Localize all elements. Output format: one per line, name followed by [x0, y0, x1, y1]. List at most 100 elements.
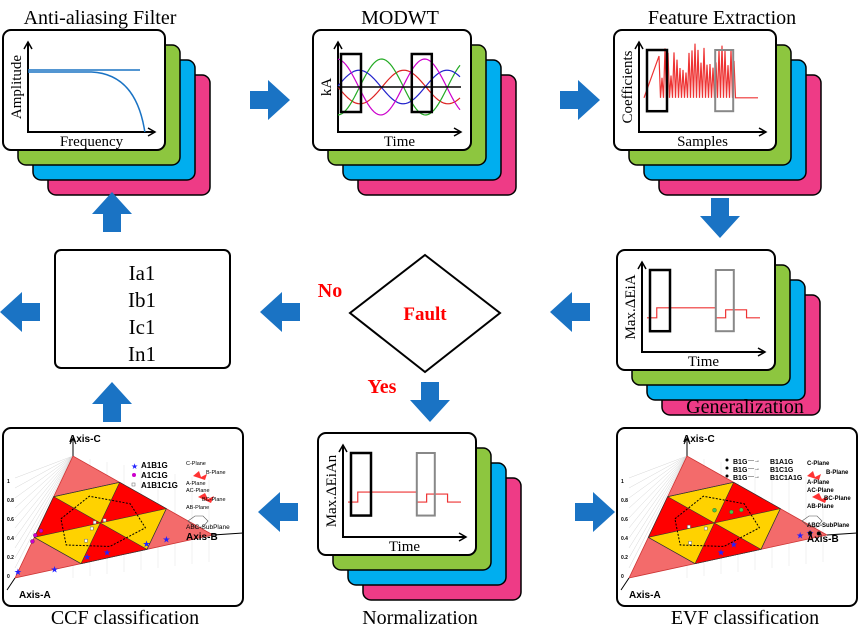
data-point: [729, 510, 733, 514]
signal-ic1: Ic1: [129, 315, 156, 339]
arrow-left-icon: [260, 292, 300, 332]
evf-plane-ab: AB-Plane: [807, 504, 834, 510]
c-tick-label: 0.6: [7, 517, 14, 523]
normalization-xlabel: Time: [389, 539, 420, 555]
data-point-square: [687, 525, 690, 528]
c-tick-label: 0.2: [7, 555, 14, 561]
anti_aliasing-card-stack: Amplitude Frequency: [3, 30, 210, 195]
evf-plane-abc: ABC-SubPlane: [807, 523, 850, 529]
fault-label: Fault: [403, 304, 447, 325]
data-point: [739, 508, 743, 512]
evf-legend-b1c1a1g: B1C1A1G: [770, 475, 803, 482]
arrow-left-icon: [0, 292, 40, 332]
data-point-square: [704, 527, 707, 530]
modwt-title: MODWT: [361, 7, 439, 29]
c-tick-label: 0.4: [621, 536, 628, 542]
ccf-title: CCF classification: [51, 607, 199, 629]
data-point-square: [90, 527, 93, 530]
data-point-star: ★: [103, 548, 111, 558]
c-tick-label: 0.6: [621, 517, 628, 523]
normalization-card-stack: Max.ΔEiAn Time: [318, 433, 521, 600]
ccf-plane-bc: BC-Plane: [202, 497, 226, 503]
evf-axis-a: Axis-A: [629, 590, 661, 601]
feature-extraction-title: Feature Extraction: [648, 7, 796, 29]
normalization-ylabel: Max.ΔEiAn: [324, 454, 340, 527]
ccf-plane-c: C-Plane: [186, 461, 206, 467]
data-point-star: ★: [143, 539, 151, 549]
arrow-right-icon: [560, 80, 600, 120]
evf-legend-from: B1G: [733, 459, 748, 466]
evf-legend-from: B1G: [733, 475, 748, 482]
c-tick-label: 0.8: [7, 498, 14, 504]
data-point-square: [85, 539, 88, 542]
ccf-plane-a: A-Plane: [186, 481, 206, 487]
anti_aliasing-xlabel: Frequency: [60, 134, 124, 150]
fault-classification-flowchart: Amplitude Frequency kA Time Coefficients Samp…: [0, 0, 859, 631]
evf-plane-ac: AC-Plane: [807, 488, 834, 494]
yes-label: Yes: [368, 376, 397, 398]
data-point: [33, 533, 37, 537]
ccf-axis-b: Axis-B: [186, 532, 218, 543]
square-marker-icon: [132, 483, 135, 486]
feature_extraction-xlabel: Samples: [677, 134, 728, 150]
modwt-card-stack: kA Time: [313, 30, 516, 195]
arrow-down-icon: [410, 382, 450, 422]
evf-plane-b: B-Plane: [826, 470, 849, 476]
data-point-star: ★: [14, 567, 22, 577]
data-point-star: ★: [162, 535, 170, 545]
evf-plane-bc: BC-Plane: [824, 496, 851, 502]
generalization-card-stack: Max.ΔEiA Time: [617, 250, 820, 415]
data-point: [713, 508, 717, 512]
evf-title: EVF classification: [671, 607, 819, 629]
signal-ia1: Ia1: [129, 261, 156, 285]
c-tick-label: 0.4: [7, 536, 14, 542]
arrow-up-icon: [92, 192, 132, 232]
c-tick-label: 1: [7, 479, 10, 485]
dot-marker-icon: [726, 475, 729, 478]
data-point-star: ★: [83, 552, 91, 562]
ccf-plane-abc: ABC-SubPlane: [186, 524, 230, 531]
data-point-square: [689, 541, 692, 544]
data-point-star: ★: [730, 539, 738, 549]
feature_extraction-ylabel: Coefficients: [620, 50, 636, 123]
c-tick-label: 0.2: [621, 555, 628, 561]
ccf-axis-c: Axis-C: [69, 434, 101, 445]
arrow-right-icon: [250, 80, 290, 120]
generalization-ylabel: Max.ΔEiA: [623, 274, 639, 339]
arrow-down-icon: [700, 198, 740, 238]
arrow-up-icon: [92, 382, 132, 422]
dot-marker-icon: [726, 459, 729, 462]
data-point: [39, 529, 43, 533]
c-tick-label: 0: [7, 574, 10, 580]
no-label: No: [318, 280, 342, 302]
evf-legend-from: B1G: [733, 467, 748, 474]
ccf-plane-ab: AB-Plane: [186, 505, 209, 511]
anti-aliasing-title: Anti-aliasing Filter: [24, 7, 177, 29]
signal-ib1: Ib1: [128, 288, 156, 312]
evf-legend-b1c1g: B1C1G: [770, 467, 794, 474]
evf-plane-c: C-Plane: [807, 461, 830, 467]
modwt-ylabel: kA: [319, 78, 335, 97]
c-tick-label: 0: [621, 574, 624, 580]
feature_extraction-card-stack: Coefficients Samples: [614, 30, 821, 195]
generalization-title: Generalization: [686, 396, 804, 418]
arrow-left-icon: [258, 492, 298, 532]
signal-in1: In1: [128, 342, 156, 366]
evf-axis-b: Axis-B: [807, 534, 839, 545]
c-tick-label: 1: [621, 479, 624, 485]
data-point-star: ★: [51, 564, 59, 574]
modwt-xlabel: Time: [384, 134, 415, 150]
ccf-legend-a1b1g: A1B1G: [141, 461, 168, 470]
evf-legend-b1a1g: B1A1G: [770, 459, 794, 466]
generalization-xlabel: Time: [688, 354, 719, 370]
ccf-legend-a1c1g: A1C1G: [141, 471, 168, 480]
anti_aliasing-ylabel: Amplitude: [9, 55, 25, 120]
data-point: [30, 539, 34, 543]
data-point-square: [103, 519, 106, 522]
evf-axis-c: Axis-C: [683, 434, 715, 445]
arrow-left-icon: [550, 292, 590, 332]
arrow-icon: ---→: [748, 474, 760, 480]
data-point-square: [93, 521, 96, 524]
ccf-legend-a1b1c1g: A1B1C1G: [141, 481, 178, 490]
evf-plane-a: A-Plane: [807, 480, 830, 486]
